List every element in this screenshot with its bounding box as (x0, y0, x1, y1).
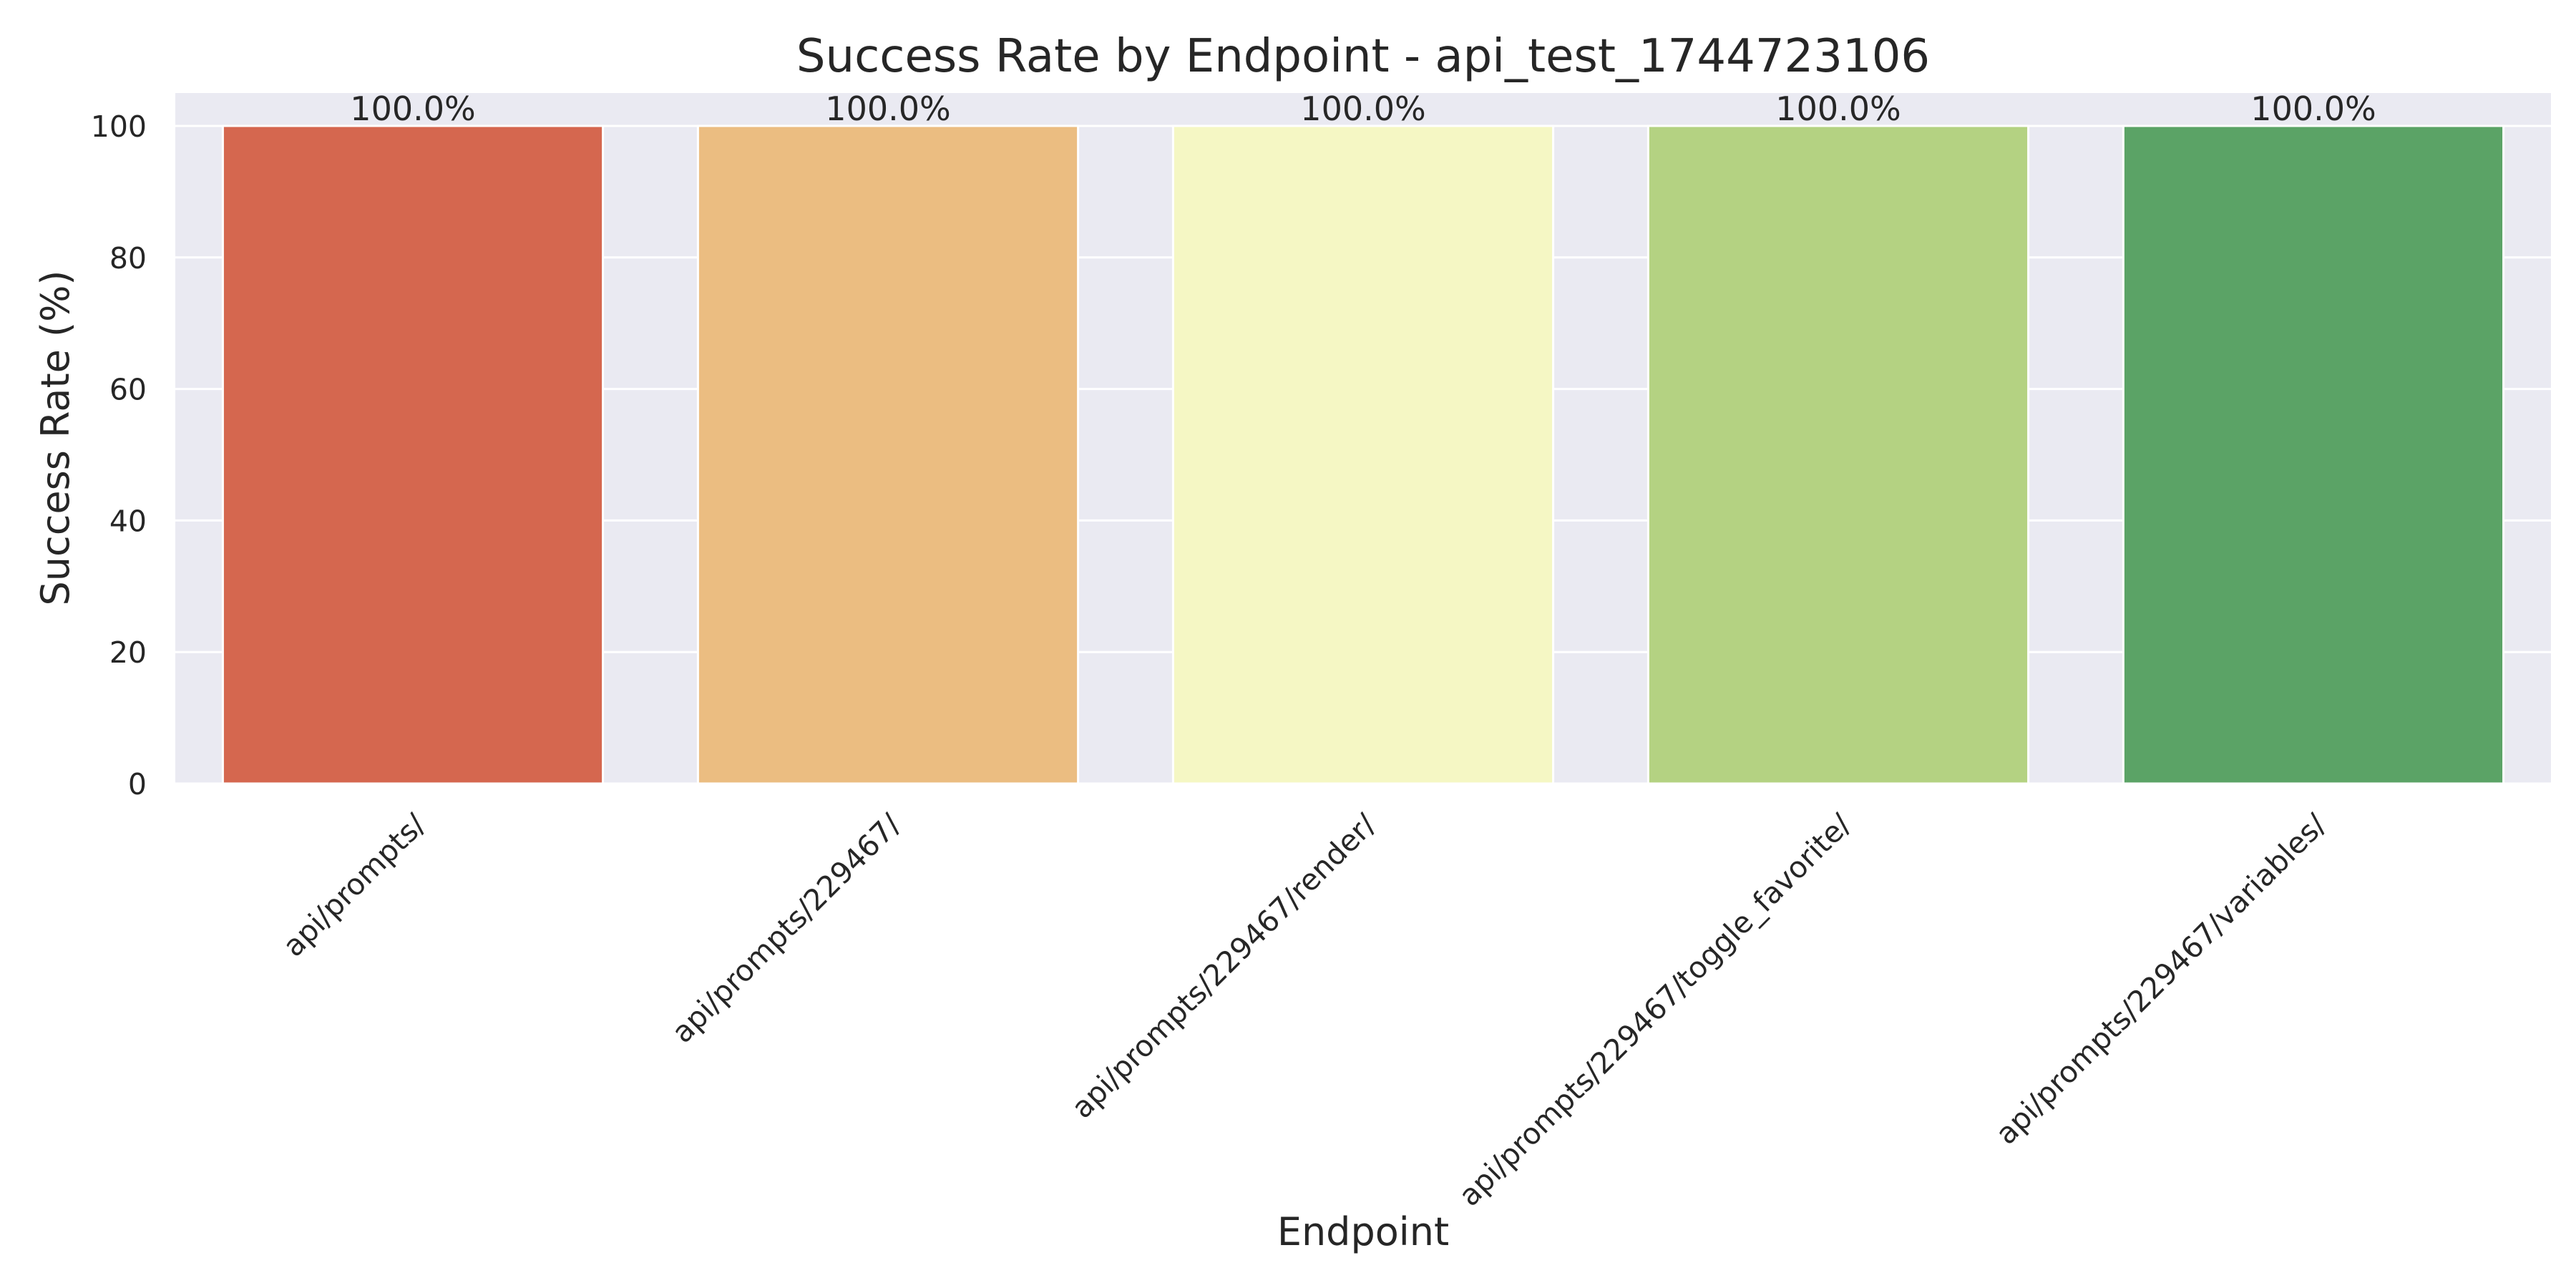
x-ticks: api/prompts/api/prompts/229467/api/promp… (276, 807, 2333, 1213)
bar-value-label: 100.0% (2250, 89, 2376, 128)
y-axis-label: Success Rate (%) (33, 270, 78, 606)
bars (221, 125, 2505, 785)
x-tick-label: api/prompts/229467/toggle_favorite/ (1452, 807, 1858, 1213)
bar (221, 125, 605, 785)
y-tick-label: 60 (109, 373, 147, 407)
x-axis-label: Endpoint (1277, 1209, 1449, 1254)
bar-value-label: 100.0% (1300, 89, 1425, 128)
y-tick-label: 100 (91, 109, 147, 144)
x-tick-label: api/prompts/229467/ (665, 807, 907, 1050)
x-tick-label: api/prompts/ (276, 807, 432, 963)
y-tick-label: 40 (109, 504, 147, 538)
bar-value-label: 100.0% (825, 89, 950, 128)
x-tick-label: api/prompts/229467/render/ (1065, 807, 1382, 1125)
bar (1171, 125, 1555, 785)
y-ticks: 0 20 40 60 80 100 (91, 109, 147, 801)
x-tick-label: api/prompts/229467/variables/ (1989, 807, 2333, 1151)
y-tick-label: 80 (109, 241, 147, 275)
y-tick-label: 0 (128, 767, 147, 801)
data-labels: 100.0% 100.0% 100.0% 100.0% 100.0% (350, 89, 2376, 128)
chart-title: Success Rate by Endpoint - api_test_1744… (796, 30, 1930, 83)
bar-value-label: 100.0% (1775, 89, 1901, 128)
bar (2122, 125, 2505, 785)
bar (1646, 125, 2030, 785)
y-tick-label: 20 (109, 635, 147, 670)
bar-value-label: 100.0% (350, 89, 475, 128)
bar (696, 125, 1080, 785)
